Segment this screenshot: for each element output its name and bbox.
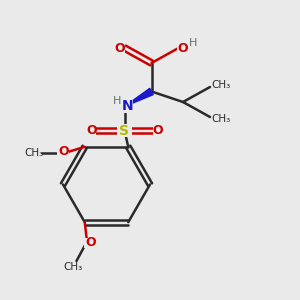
Text: O: O bbox=[85, 236, 96, 249]
Text: H: H bbox=[113, 95, 121, 106]
Text: H: H bbox=[189, 38, 198, 48]
Bar bbox=[153, 125, 164, 136]
Text: O: O bbox=[152, 124, 163, 137]
Text: CH₃: CH₃ bbox=[24, 148, 43, 158]
Bar bbox=[57, 146, 69, 157]
Bar bbox=[84, 238, 96, 248]
Bar bbox=[85, 125, 96, 136]
Bar bbox=[177, 42, 189, 54]
Text: O: O bbox=[58, 145, 69, 158]
Text: S: S bbox=[119, 124, 130, 137]
Text: CH₃: CH₃ bbox=[212, 114, 231, 124]
Bar bbox=[117, 124, 132, 137]
Text: O: O bbox=[86, 124, 97, 137]
Bar bbox=[113, 42, 125, 54]
Bar bbox=[116, 100, 133, 113]
Polygon shape bbox=[124, 88, 153, 106]
Text: N: N bbox=[122, 100, 133, 113]
Text: CH₃: CH₃ bbox=[212, 80, 231, 90]
Text: O: O bbox=[114, 41, 125, 55]
Text: CH₃: CH₃ bbox=[64, 262, 83, 272]
Text: O: O bbox=[177, 41, 188, 55]
